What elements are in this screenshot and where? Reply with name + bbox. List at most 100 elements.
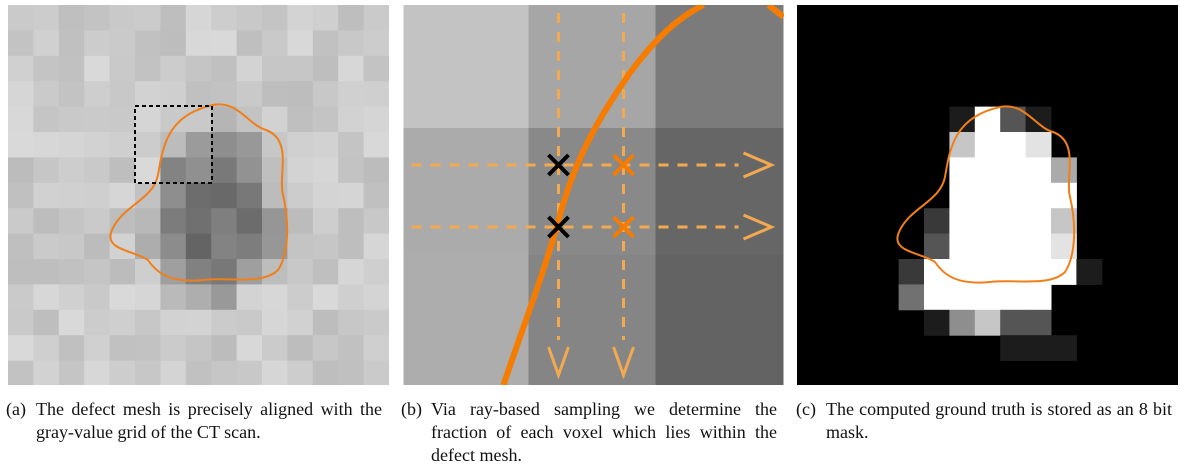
voxel [84, 310, 110, 336]
voxel [33, 5, 59, 31]
voxel [110, 56, 136, 82]
voxel [287, 132, 313, 158]
voxel [33, 310, 59, 336]
voxel [949, 234, 975, 260]
voxel [135, 132, 161, 158]
voxel [1026, 234, 1052, 260]
caption: (a)The defect mesh is precisely aligned … [6, 398, 382, 444]
voxel [135, 284, 161, 310]
voxel [924, 310, 950, 336]
voxel [160, 30, 186, 56]
voxel [8, 284, 34, 310]
voxel [211, 30, 237, 56]
voxel [84, 107, 110, 133]
voxel [186, 30, 212, 56]
voxel [186, 361, 212, 385]
voxel [33, 284, 59, 310]
voxel [1000, 157, 1026, 183]
voxel [186, 335, 212, 361]
voxel [364, 157, 389, 183]
voxel [211, 284, 237, 310]
caption-label: (c) [796, 398, 826, 421]
voxel [8, 361, 34, 385]
voxel [211, 259, 237, 285]
voxel [160, 284, 186, 310]
voxel [1026, 310, 1052, 336]
voxel [313, 259, 339, 285]
voxel [313, 234, 339, 260]
voxel [237, 183, 263, 209]
voxel [8, 5, 34, 31]
voxel [110, 361, 136, 385]
voxel [110, 335, 136, 361]
voxel [313, 361, 339, 385]
voxel [211, 234, 237, 260]
voxel [135, 259, 161, 285]
voxel [338, 157, 364, 183]
voxel [160, 208, 186, 234]
voxel [287, 310, 313, 336]
voxel [186, 310, 212, 336]
figure: (a)The defect mesh is precisely aligned … [0, 0, 1180, 473]
voxel [237, 56, 263, 82]
caption-text: Via ray-based sampling we determine the … [431, 399, 777, 465]
voxel [338, 183, 364, 209]
voxel [8, 30, 34, 56]
voxel [84, 81, 110, 107]
voxel [313, 157, 339, 183]
voxel [59, 81, 85, 107]
voxel [287, 157, 313, 183]
voxel [186, 132, 212, 158]
voxel [338, 107, 364, 133]
voxel [33, 81, 59, 107]
voxel [313, 310, 339, 336]
voxel [313, 30, 339, 56]
voxel [84, 335, 110, 361]
voxel [160, 5, 186, 31]
voxel [110, 81, 136, 107]
voxel [924, 234, 950, 260]
voxel [110, 107, 136, 133]
voxel [33, 234, 59, 260]
voxel [975, 234, 1001, 260]
voxel [33, 183, 59, 209]
voxel [287, 30, 313, 56]
voxel [160, 234, 186, 260]
voxel [8, 56, 34, 82]
voxel [975, 310, 1001, 336]
voxel [338, 259, 364, 285]
voxel [59, 30, 85, 56]
voxel [262, 107, 288, 133]
voxel [84, 157, 110, 183]
voxel [211, 335, 237, 361]
voxel [59, 335, 85, 361]
voxel [1026, 208, 1052, 234]
voxel [262, 335, 288, 361]
voxel [364, 183, 389, 209]
voxel [364, 234, 389, 260]
voxel [33, 107, 59, 133]
voxel [84, 132, 110, 158]
voxel [237, 234, 263, 260]
voxel [364, 208, 389, 234]
voxel [364, 56, 389, 82]
voxel [975, 132, 1001, 158]
voxel [110, 310, 136, 336]
voxel [211, 107, 237, 133]
voxel [59, 157, 85, 183]
voxel [8, 183, 34, 209]
voxel [160, 81, 186, 107]
voxel [924, 259, 950, 285]
voxel [975, 208, 1001, 234]
voxel [975, 157, 1001, 183]
caption-text: The defect mesh is precisely aligned wit… [36, 399, 382, 442]
voxel [262, 56, 288, 82]
voxel [8, 310, 34, 336]
voxel [262, 30, 288, 56]
voxel [924, 208, 950, 234]
voxel [364, 30, 389, 56]
voxel [84, 30, 110, 56]
voxel [211, 361, 237, 385]
voxel [84, 284, 110, 310]
voxel [160, 361, 186, 385]
